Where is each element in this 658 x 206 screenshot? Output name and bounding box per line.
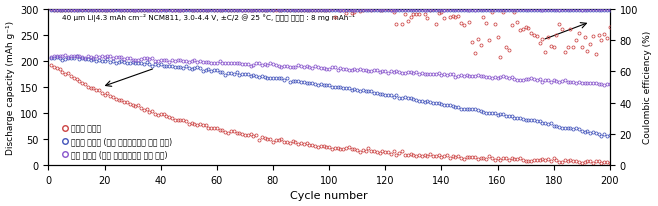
Text: 40 μm Li|4.3 mAh cm⁻² NCM811, 3.0-4.4 V, ±C/2 @ 25 °C, 전해액 주액량 : 8 mg mAh⁻¹: 40 μm Li|4.3 mAh cm⁻² NCM811, 3.0-4.4 V,…	[63, 14, 355, 22]
Y-axis label: Coulombic efficiency (%): Coulombic efficiency (%)	[644, 31, 653, 144]
Legend: 저농도 전해액, 비교군 전해액 (선형 셀폰아마이드 용매 도입), 개발 전해액 (환형 셀폰아마이드 용매 도입): 저농도 전해액, 비교군 전해액 (선형 셀폰아마이드 용매 도입), 개발 전…	[58, 121, 175, 162]
Y-axis label: Discharge capacity (mAh g⁻¹): Discharge capacity (mAh g⁻¹)	[5, 21, 14, 154]
X-axis label: Cycle number: Cycle number	[290, 191, 368, 200]
